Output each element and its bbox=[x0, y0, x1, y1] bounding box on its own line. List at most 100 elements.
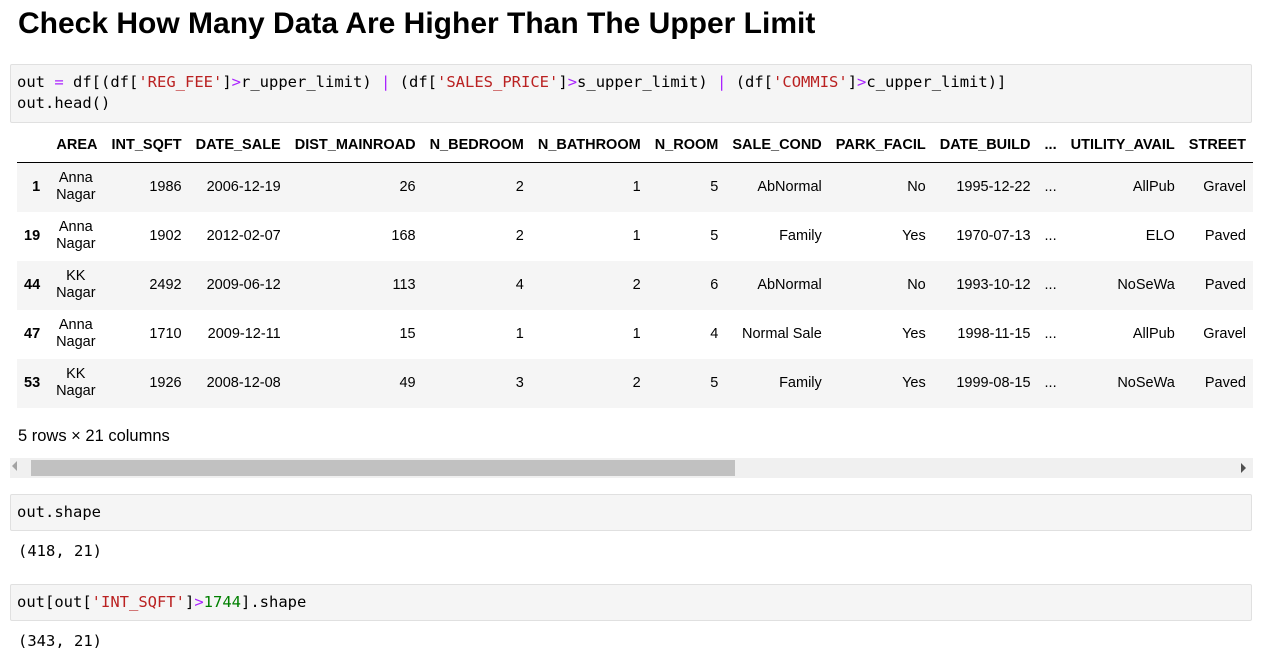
code-token-plain: ].shape bbox=[241, 593, 307, 611]
table-cell: KK Nagar bbox=[56, 366, 96, 399]
scroll-right-arrow-icon[interactable] bbox=[1241, 463, 1246, 473]
table-cell: 1 bbox=[632, 326, 641, 342]
table-cell: Gravel bbox=[1203, 326, 1246, 342]
table-cell: 2 bbox=[632, 277, 641, 293]
table-cell: 4 bbox=[515, 277, 524, 293]
table-cell: ... bbox=[1044, 179, 1057, 196]
code-token-plain: out bbox=[17, 73, 55, 91]
dataframe-shape-note: 5 rows × 21 columns bbox=[18, 427, 170, 445]
column-header: PARK_FACIL bbox=[828, 128, 933, 163]
int-sqft-shape-output: (343, 21) bbox=[18, 632, 102, 650]
table-cell: 1970-07-13 bbox=[956, 228, 1031, 244]
code-line: out.shape bbox=[17, 502, 1245, 523]
code-token-str: 'COMMIS' bbox=[773, 73, 848, 91]
table-row: 19 Anna Nagar 1902 2012-02-07 168 2 1 5 Family Ye… bbox=[17, 212, 1253, 261]
table-cell: ... bbox=[1044, 277, 1057, 293]
table-cell: ... bbox=[1044, 228, 1057, 244]
table-cell: 168 bbox=[391, 228, 416, 244]
code-cell-filter[interactable]: out = df[(df['REG_FEE']>r_upper_limit) |… bbox=[10, 64, 1252, 123]
table-cell: NoSeWa bbox=[1117, 375, 1175, 391]
table-cell: 1 bbox=[515, 326, 524, 342]
table-cell: Gravel bbox=[1203, 179, 1246, 196]
table-cell: Anna Nagar bbox=[56, 317, 96, 350]
table-cell: KK Nagar bbox=[56, 268, 96, 301]
table-header-row: AREA INT_SQFT DATE_SALE DIST_MAINROAD N_BEDR… bbox=[17, 128, 1253, 163]
column-header: DIST_MAINROAD bbox=[287, 128, 423, 163]
code-token-op: > bbox=[194, 593, 204, 611]
table-cell: NoSeWa bbox=[1117, 277, 1175, 293]
table-cell: 1926 bbox=[149, 375, 182, 391]
table-cell: Family bbox=[779, 228, 822, 244]
scrollbar-thumb[interactable] bbox=[31, 460, 735, 476]
table-cell: 2 bbox=[632, 375, 641, 391]
table-cell: 1993-10-12 bbox=[956, 277, 1031, 293]
table-cell: 2006-12-19 bbox=[206, 179, 281, 196]
table-cell: Paved bbox=[1204, 277, 1246, 293]
table-cell: 2009-06-12 bbox=[206, 277, 281, 293]
table-cell: No bbox=[907, 277, 926, 293]
row-index: 53 bbox=[24, 375, 41, 391]
code-token-plain: c_upper_limit)] bbox=[866, 73, 1007, 91]
code-token-plain: (df[ bbox=[726, 73, 774, 91]
table-cell: 2012-02-07 bbox=[206, 228, 281, 244]
table-cell: 2009-12-11 bbox=[207, 326, 281, 342]
column-header: INT_SQFT bbox=[104, 128, 189, 163]
table-cell: ELO bbox=[1145, 228, 1175, 244]
table-cell: 4 bbox=[710, 326, 719, 342]
table-cell: 5 bbox=[710, 179, 719, 196]
index-header bbox=[17, 128, 48, 163]
table-cell: Normal Sale bbox=[742, 326, 822, 342]
table-cell: AllPub bbox=[1132, 179, 1175, 196]
table-cell: 2008-12-08 bbox=[206, 375, 281, 391]
table-cell: ... bbox=[1044, 326, 1057, 342]
row-index: 19 bbox=[24, 228, 41, 244]
section-heading: Check How Many Data Are Higher Than The … bbox=[18, 7, 816, 40]
table-cell: Yes bbox=[902, 375, 926, 391]
code-cell-int-sqft-filter[interactable]: out[out['INT_SQFT']>1744].shape bbox=[10, 584, 1252, 621]
code-token-plain: df[(df[ bbox=[63, 73, 139, 91]
code-token-num: 1744 bbox=[203, 593, 241, 611]
code-token-op: > bbox=[857, 73, 867, 91]
table-row: 53 KK Nagar 1926 2008-12-08 49 3 2 5 Family Yes 19… bbox=[17, 358, 1253, 408]
table-cell: 2 bbox=[515, 228, 524, 244]
code-token-plain: ] bbox=[222, 73, 232, 91]
row-index: 44 bbox=[24, 277, 41, 293]
table-cell: 49 bbox=[399, 375, 416, 391]
scroll-left-arrow-icon[interactable] bbox=[12, 461, 17, 471]
dataframe-output: AREA INT_SQFT DATE_SALE DIST_MAINROAD N_BEDR… bbox=[17, 128, 1253, 410]
code-token-plain: out[out[ bbox=[17, 593, 92, 611]
table-cell: 6 bbox=[710, 277, 719, 293]
code-token-plain: ] bbox=[558, 73, 568, 91]
dataframe-table: AREA INT_SQFT DATE_SALE DIST_MAINROAD N_BEDR… bbox=[17, 128, 1253, 408]
table-cell: 1998-11-15 bbox=[957, 326, 1031, 342]
code-line: out = df[(df['REG_FEE']>r_upper_limit) |… bbox=[17, 72, 1245, 93]
column-header: AREA bbox=[47, 128, 105, 163]
column-header: N_BATHROOM bbox=[530, 128, 648, 163]
code-token-plain: out.shape bbox=[17, 503, 101, 521]
table-cell: AllPub bbox=[1132, 326, 1175, 342]
table-cell: 113 bbox=[392, 277, 416, 293]
table-cell: No bbox=[907, 179, 926, 196]
table-cell: 26 bbox=[399, 179, 416, 196]
code-cell-shape[interactable]: out.shape bbox=[10, 494, 1252, 531]
table-cell: 1 bbox=[632, 179, 641, 196]
table-body: 1 Anna Nagar 1986 2006-12-19 26 2 1 5 AbNormal No… bbox=[17, 162, 1253, 408]
column-header: N_ROOM bbox=[647, 128, 726, 163]
table-cell: 5 bbox=[710, 375, 719, 391]
code-token-plain: ] bbox=[847, 73, 858, 91]
column-header: DATE_SALE bbox=[188, 128, 288, 163]
column-header: UTILITY_AVAIL bbox=[1063, 128, 1182, 163]
table-cell: Paved bbox=[1204, 375, 1246, 391]
code-token-op: = bbox=[54, 73, 64, 91]
code-token-plain: s_upper_limit) bbox=[577, 73, 718, 91]
shape-output: (418, 21) bbox=[18, 542, 102, 560]
code-token-op: > bbox=[231, 73, 242, 91]
code-token-plain: ] bbox=[184, 593, 195, 611]
code-token-plain: out.head() bbox=[17, 94, 111, 112]
table-cell: 1986 bbox=[149, 179, 182, 196]
horizontal-scrollbar[interactable] bbox=[10, 458, 1253, 478]
code-token-op: > bbox=[567, 73, 578, 91]
code-token-str: 'INT_SQFT' bbox=[91, 593, 185, 611]
table-cell: 2 bbox=[515, 179, 524, 196]
column-header: N_BEDROOM bbox=[422, 128, 531, 163]
